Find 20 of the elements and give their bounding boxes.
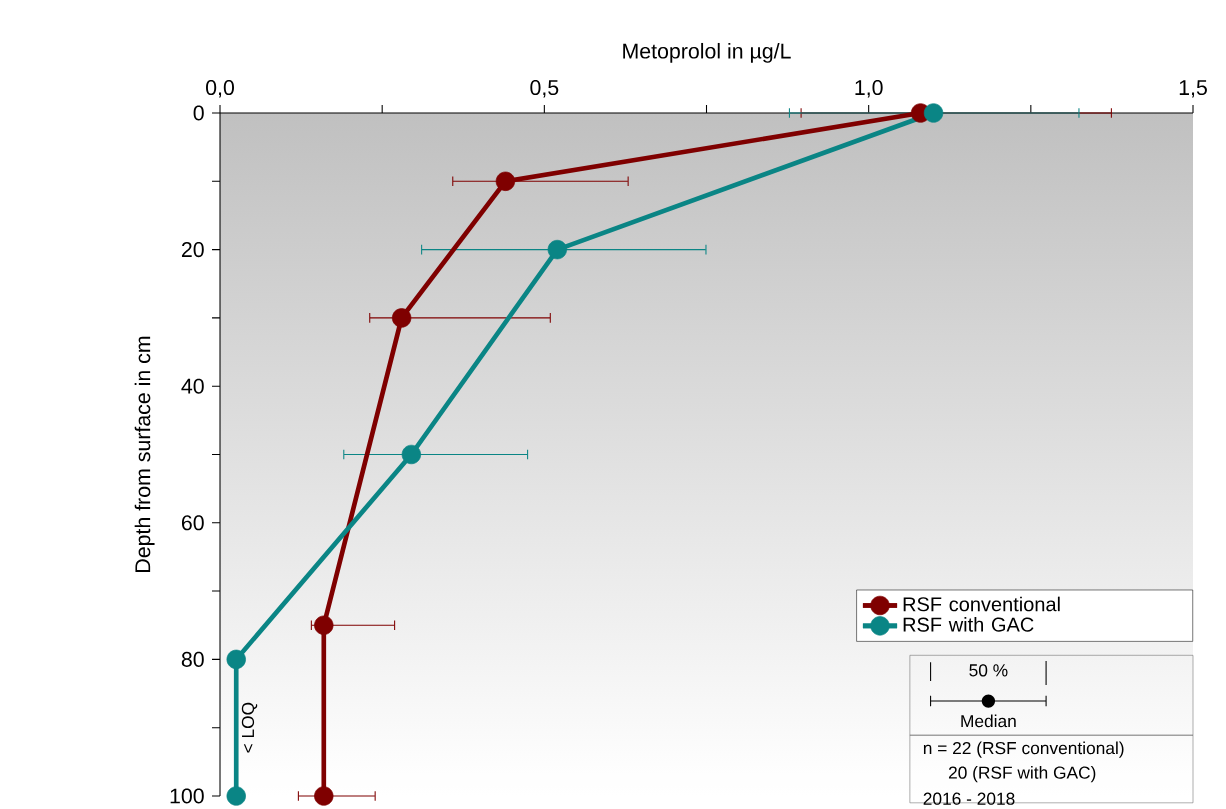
legend-label: RSF with GAC <box>903 617 1034 632</box>
x-tick-label: 0,5 <box>530 80 559 98</box>
y-tick-label: 60 <box>181 515 204 531</box>
y-tick-label: 80 <box>181 651 204 667</box>
x-tick-label: 0,0 <box>206 80 234 98</box>
legend-label: RSF conventional <box>903 596 1060 612</box>
annotation: Median <box>961 714 1016 728</box>
x-tick-label: 1,0 <box>855 80 883 98</box>
annotation: 2016 - 2018 <box>923 792 1015 805</box>
annotation: 50 % <box>969 664 1008 677</box>
annotation: < LOQ <box>241 702 258 753</box>
y-axis-title: Depth from surface in cm <box>134 336 155 572</box>
y-tick-label: 100 <box>170 788 204 804</box>
x-axis-title: Metoprolol in µg/L <box>623 42 791 63</box>
annotation: 20 (RSF with GAC) <box>948 766 1096 783</box>
annotation: n = 22 (RSF conventional) <box>923 741 1124 758</box>
y-tick-label: 40 <box>181 378 204 394</box>
x-tick-label: 1,5 <box>1179 80 1207 98</box>
y-tick-label: 20 <box>181 242 204 258</box>
y-tick-label: 0 <box>193 105 204 121</box>
